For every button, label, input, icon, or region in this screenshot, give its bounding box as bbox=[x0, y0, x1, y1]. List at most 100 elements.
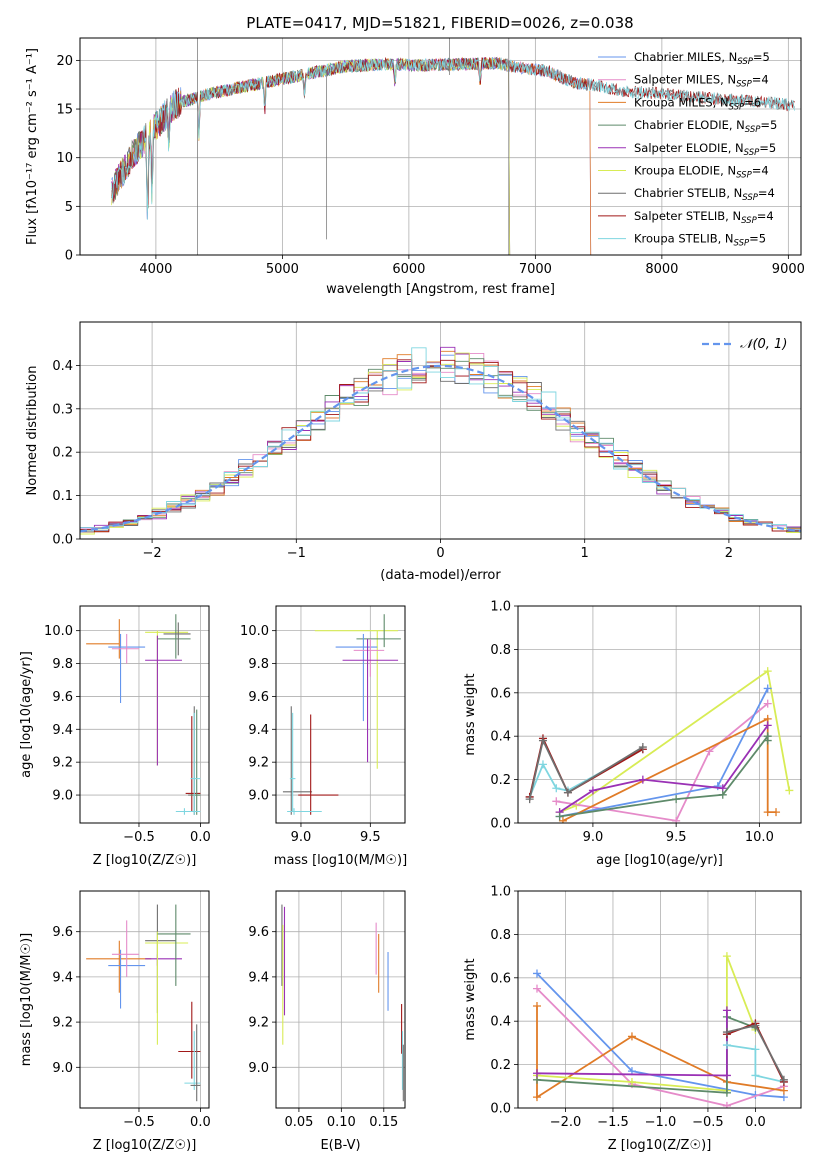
spectrum-legend: Chabrier MILES, NSSP=5 Salpeter MILES, NS… bbox=[598, 50, 777, 249]
x-tick-label: 0.0 bbox=[190, 1115, 211, 1130]
errorbar-chabrier-elodie bbox=[157, 904, 191, 986]
age-vs-metallicity-panel: −0.5 0.0 9.0 9.2 9.4 9.6 9.8 10.0 Z [log10(Z/Z☉)… bbox=[19, 605, 211, 868]
weight-marker bbox=[552, 797, 561, 806]
y-tick-label: 0.8 bbox=[490, 643, 511, 658]
legend-label: Chabrier STELIB, NSSP=4 bbox=[634, 186, 775, 203]
errorbar-kroupa-miles bbox=[86, 940, 152, 993]
grid bbox=[276, 891, 405, 1108]
weight-marker bbox=[532, 1069, 541, 1078]
weight-line-kroupa-miles bbox=[558, 714, 781, 823]
y-tick-label: 9.0 bbox=[248, 1061, 269, 1076]
errorbar-salpeter-miles bbox=[111, 920, 139, 977]
ticks: 9.0 9.5 10.0 0.0 0.2 0.4 0.6 0.8 1.0 bbox=[490, 600, 774, 846]
y-tick-label: 0.1 bbox=[52, 489, 73, 504]
weight-marker bbox=[722, 952, 731, 961]
y-tick-label: 9.8 bbox=[52, 657, 73, 672]
legend-entry-kroupa-miles: Kroupa MILES, NSSP=6 bbox=[598, 95, 761, 112]
legend-label: Salpeter MILES, NSSP=4 bbox=[634, 73, 769, 90]
legend-label: Kroupa STELIB, NSSP=5 bbox=[634, 232, 766, 249]
histogram-kroupa-stelib bbox=[80, 347, 801, 531]
legend-entry-salpeter-miles: Salpeter MILES, NSSP=4 bbox=[598, 73, 769, 90]
y-tick-label: 0.3 bbox=[52, 402, 73, 417]
axes-frame bbox=[275, 605, 406, 824]
y-tick-label: 10.0 bbox=[44, 624, 73, 639]
weight-marker bbox=[588, 786, 597, 795]
y-tick-label: 9.4 bbox=[52, 970, 73, 985]
y-tick-label: 9.0 bbox=[52, 789, 73, 804]
y-tick-label: 0.0 bbox=[490, 1102, 511, 1117]
legend-label: Chabrier ELODIE, NSSP=5 bbox=[634, 118, 777, 135]
x-tick-label: 0.10 bbox=[327, 1115, 356, 1130]
ticks: −2.0 −1.5 −1.0 −0.5 0.0 0.0 0.2 0.4 0.6 0.8 1.0 bbox=[490, 885, 765, 1131]
weight-marker bbox=[722, 1088, 731, 1097]
errorbar-chabrier-miles bbox=[335, 633, 378, 722]
plot-area bbox=[111, 38, 796, 255]
errorbar-chabrier-stelib bbox=[190, 1024, 201, 1102]
x-tick-label: 0.05 bbox=[284, 1115, 313, 1130]
plot-area bbox=[282, 614, 401, 815]
weight-marker bbox=[763, 721, 772, 730]
y-tick-label: 10.0 bbox=[240, 624, 269, 639]
weight-marker bbox=[532, 1002, 541, 1011]
legend-label: Chabrier MILES, NSSP=5 bbox=[634, 50, 770, 67]
weight-marker bbox=[525, 795, 534, 804]
y-tick-label: 0.6 bbox=[490, 971, 511, 986]
weight-marker bbox=[785, 786, 794, 795]
plot-area bbox=[86, 614, 201, 815]
errorbar-chabrier-stelib bbox=[163, 622, 191, 656]
y-axis-label: age [log10(age/yr)] bbox=[19, 651, 34, 778]
weight-marker bbox=[638, 775, 647, 784]
errorbar-kroupa-stelib bbox=[184, 1031, 201, 1090]
plot-area bbox=[80, 346, 801, 535]
y-tick-label: 9.6 bbox=[52, 690, 73, 705]
x-tick-label: −0.5 bbox=[123, 830, 155, 845]
weight-marker bbox=[722, 1101, 731, 1108]
x-axis-label: wavelength [Angstrom, rest frame] bbox=[326, 282, 555, 297]
y-tick-label: 0 bbox=[65, 249, 73, 264]
weight-marker bbox=[555, 812, 564, 821]
x-tick-label: −0.5 bbox=[123, 1115, 155, 1130]
weight-marker bbox=[627, 1032, 636, 1041]
weight-marker bbox=[538, 760, 547, 769]
errorbar-kroupa-stelib bbox=[175, 808, 201, 815]
plot-area bbox=[86, 904, 201, 1102]
x-tick-label: 8000 bbox=[645, 262, 678, 277]
errorbar-chabrier-elodie bbox=[190, 709, 201, 815]
x-tick-label: 0 bbox=[436, 546, 444, 561]
y-tick-label: 9.4 bbox=[248, 723, 269, 738]
y-tick-label: 9.6 bbox=[248, 925, 269, 940]
plot-area bbox=[532, 952, 788, 1108]
weight-marker bbox=[627, 1077, 636, 1086]
weight-marker bbox=[772, 808, 781, 817]
ticks: −2 −1 0 1 2 0.0 0.1 0.2 0.3 0.4 bbox=[52, 359, 733, 561]
ticks: −0.5 0.0 9.0 9.2 9.4 9.6 9.8 10.0 bbox=[44, 624, 211, 845]
weight-marker bbox=[532, 984, 541, 993]
y-tick-label: 0.2 bbox=[490, 773, 511, 788]
mass-weight-vs-age-panel: 9.0 9.5 10.0 0.0 0.2 0.4 0.6 0.8 1.0 age [log10(a… bbox=[463, 600, 802, 868]
x-tick-label: 6000 bbox=[392, 262, 425, 277]
histogram-legend: 𝒩(0, 1) bbox=[702, 337, 787, 352]
axes-frame bbox=[517, 605, 802, 824]
y-tick-label: 9.4 bbox=[52, 723, 73, 738]
errorbar-kroupa-miles bbox=[86, 619, 120, 659]
weight-marker bbox=[552, 784, 561, 793]
residual-histogram-panel: −2 −1 0 1 2 0.0 0.1 0.2 0.3 0.4 (data-model)/error… bbox=[25, 321, 802, 583]
x-tick-label: 9.0 bbox=[291, 830, 312, 845]
ticks: −0.5 0.0 9.0 9.2 9.4 9.6 bbox=[52, 925, 210, 1130]
weight-marker bbox=[763, 736, 772, 745]
weight-marker bbox=[638, 743, 647, 752]
axes-frame bbox=[79, 890, 210, 1109]
weight-marker bbox=[751, 1045, 760, 1054]
spectrum-line-salpeter-miles bbox=[111, 56, 592, 255]
weight-marker bbox=[672, 795, 681, 804]
y-tick-label: 9.4 bbox=[248, 970, 269, 985]
x-tick-label: 9.0 bbox=[583, 830, 604, 845]
weight-line bbox=[559, 669, 791, 813]
errorbar-kroupa-stelib bbox=[289, 712, 296, 812]
x-axis-label: (data-model)/error bbox=[380, 568, 501, 583]
weight-line-kroupa-stelib bbox=[525, 745, 647, 801]
grid bbox=[80, 606, 209, 823]
weight-marker bbox=[763, 684, 772, 693]
y-tick-label: 9.6 bbox=[52, 925, 73, 940]
